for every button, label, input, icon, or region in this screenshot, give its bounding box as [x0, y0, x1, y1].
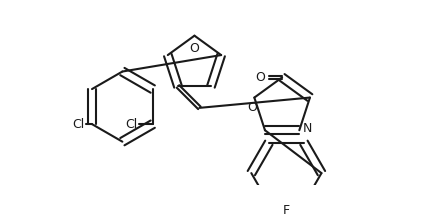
Text: O: O: [190, 41, 199, 54]
Text: N: N: [303, 122, 312, 135]
Text: F: F: [283, 204, 290, 216]
Text: O: O: [248, 102, 257, 114]
Text: Cl: Cl: [72, 118, 84, 131]
Text: O: O: [256, 71, 265, 84]
Text: Cl: Cl: [125, 118, 137, 131]
